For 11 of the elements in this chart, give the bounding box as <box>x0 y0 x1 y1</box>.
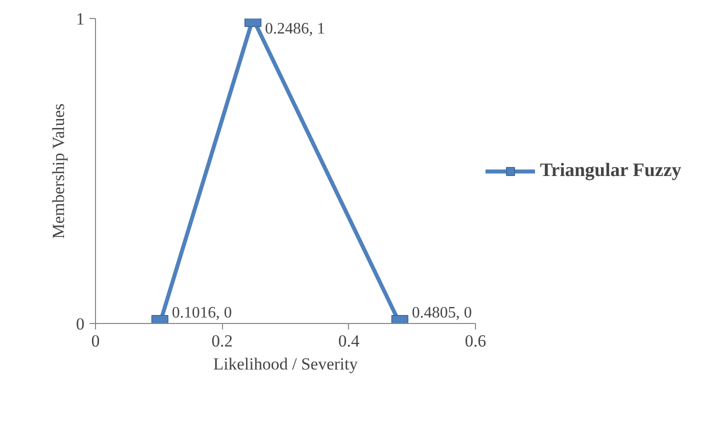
x-axis-title: Likelihood / Severity <box>213 354 358 374</box>
x-tick-label: 0 <box>91 332 100 350</box>
y-tick-label: 1 <box>76 10 84 28</box>
data-label: 0.2486, 1 <box>264 20 325 38</box>
legend-label: Triangular Fuzzy <box>540 160 682 182</box>
data-label: 0.1016, 0 <box>172 304 232 322</box>
x-tick-label: 0.2 <box>212 332 233 350</box>
data-label: 0.4805, 0 <box>412 304 472 322</box>
x-tick-label: 0.4 <box>338 332 360 350</box>
x-tick-label: 0.6 <box>464 332 486 350</box>
y-axis-title: Membership Values <box>49 104 68 239</box>
